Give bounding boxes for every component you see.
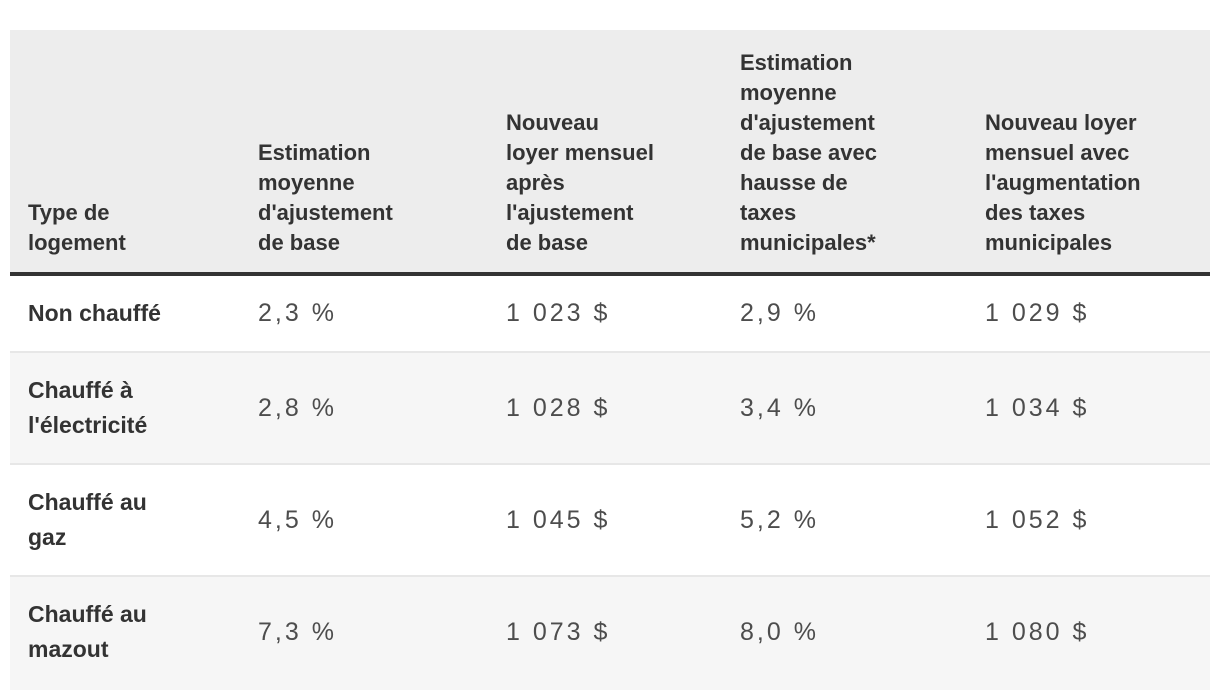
cell-new-rent-with-taxes: 1 034 $ <box>985 393 1090 422</box>
rent-adjustment-table: Type de logement Estimation moyenne d'aj… <box>10 30 1210 690</box>
cell-adjustment-with-taxes-pct: 8,0 % <box>740 617 819 646</box>
cell-base-adjustment-pct: 7,3 % <box>258 617 337 646</box>
cell-new-rent-base: 1 045 $ <box>506 505 611 534</box>
column-header-type-de-logement: Type de logement <box>10 30 258 276</box>
cell-adjustment-with-taxes-pct: 2,9 % <box>740 299 819 327</box>
cell-adjustment-with-taxes-pct: 3,4 % <box>740 393 819 422</box>
cell-new-rent-with-taxes: 1 052 $ <box>985 505 1090 534</box>
cell-new-rent-base: 1 073 $ <box>506 617 611 646</box>
table-row-chauffe-electricite: Chauffé à l'électricité 2,8 % 1 028 $ 3,… <box>10 352 1210 464</box>
cell-base-adjustment-pct: 2,8 % <box>258 393 337 422</box>
table-row-chauffe-gaz: Chauffé au gaz 4,5 % 1 045 $ 5,2 % 1 052… <box>10 464 1210 576</box>
cell-new-rent-with-taxes: 1 080 $ <box>985 617 1090 646</box>
header-row: Type de logement Estimation moyenne d'aj… <box>10 30 1210 276</box>
cell-new-rent-base: 1 023 $ <box>506 299 611 327</box>
table-body: Non chauffé 2,3 % 1 023 $ 2,9 % 1 029 $ … <box>10 274 1210 690</box>
cell-new-rent-with-taxes: 1 029 $ <box>985 299 1090 327</box>
table-row-non-chauffe: Non chauffé 2,3 % 1 023 $ 2,9 % 1 029 $ <box>10 274 1210 352</box>
column-header-estimation-avec-taxes: Estimation moyenne d'ajustement de base … <box>740 30 985 276</box>
column-header-nouveau-loyer-base: Nouveau loyer mensuel après l'ajustement… <box>506 30 740 276</box>
column-header-estimation-ajustement-base: Estimation moyenne d'ajustement de base <box>258 30 506 276</box>
row-label: Chauffé à l'électricité <box>28 377 148 438</box>
cell-base-adjustment-pct: 4,5 % <box>258 505 337 534</box>
cell-adjustment-with-taxes-pct: 5,2 % <box>740 505 819 534</box>
cell-base-adjustment-pct: 2,3 % <box>258 299 337 327</box>
row-label: Chauffé au mazout <box>28 601 147 662</box>
cell-new-rent-base: 1 028 $ <box>506 393 611 422</box>
column-header-nouveau-loyer-taxes: Nouveau loyer mensuel avec l'augmentatio… <box>985 30 1210 276</box>
row-label: Chauffé au gaz <box>28 489 147 550</box>
row-label: Non chauffé <box>28 300 161 326</box>
table-header: Type de logement Estimation moyenne d'aj… <box>10 30 1210 276</box>
table-row-chauffe-mazout: Chauffé au mazout 7,3 % 1 073 $ 8,0 % 1 … <box>10 576 1210 690</box>
